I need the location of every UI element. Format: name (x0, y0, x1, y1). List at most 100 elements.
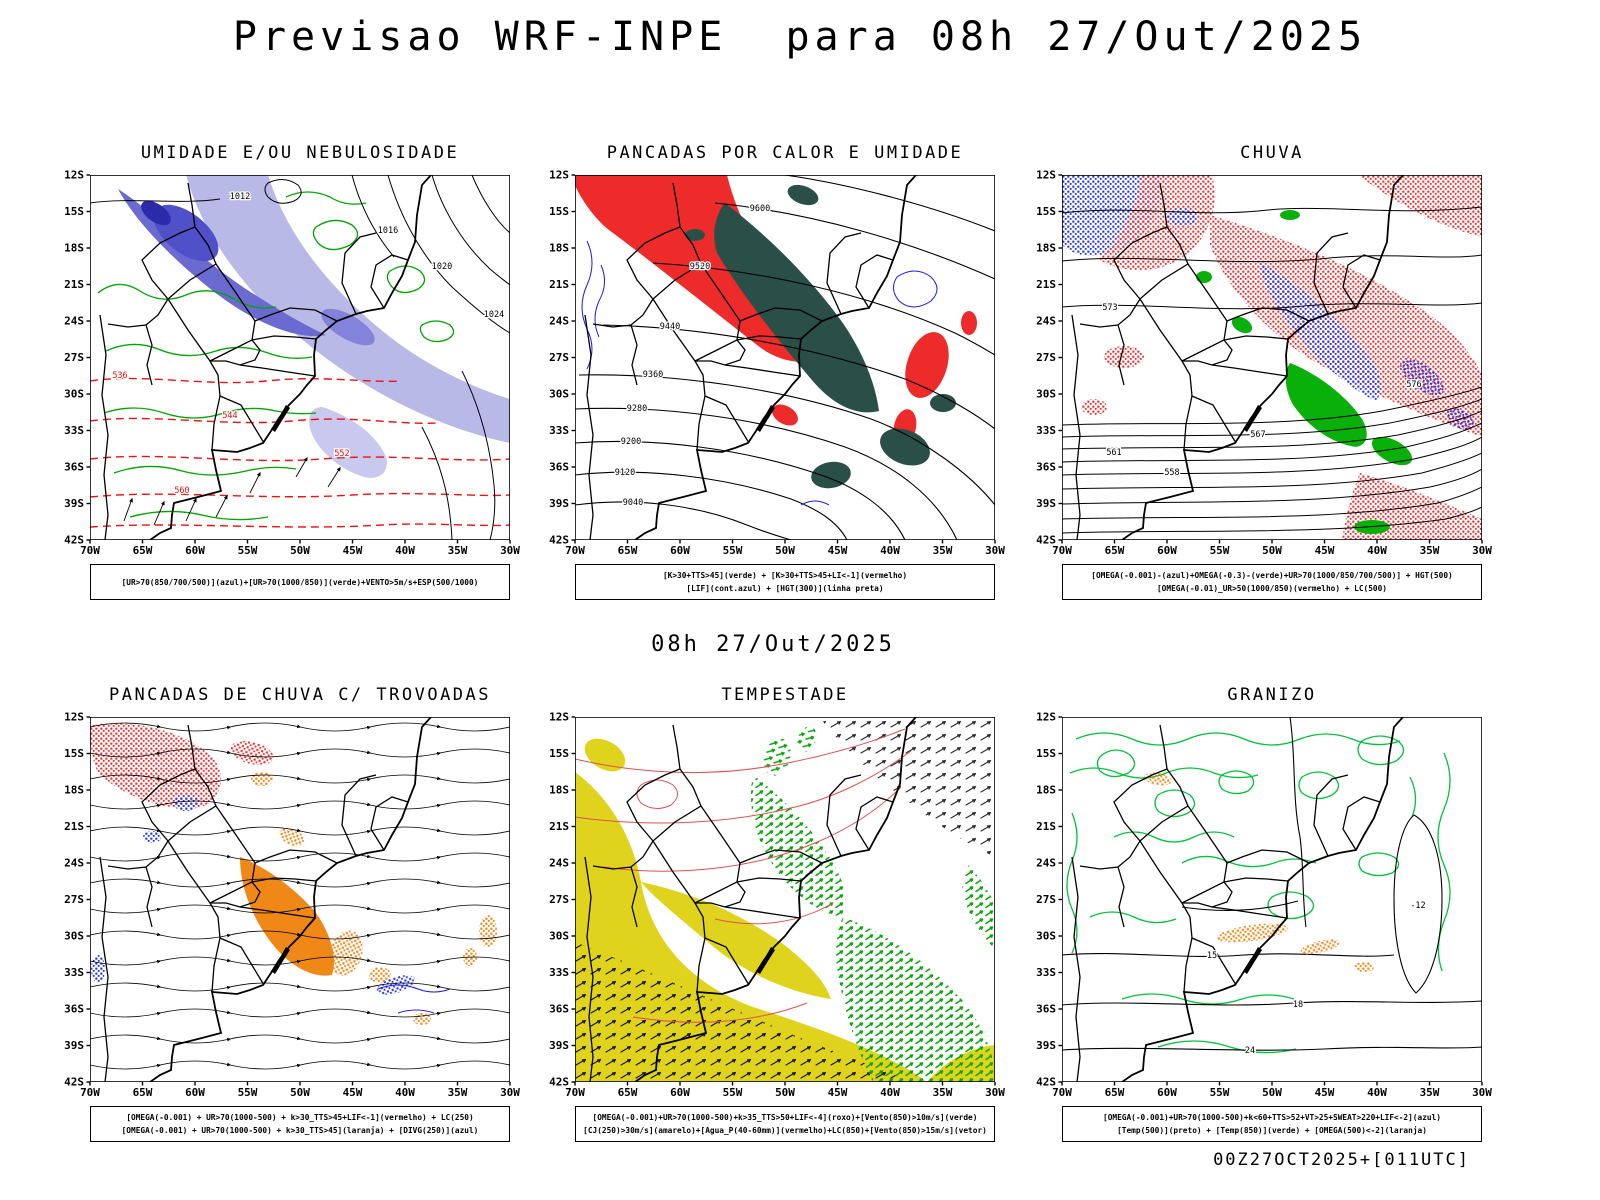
legend-line: [OMEGA(-0.001)+UR>70(1000-500)+k<60+TTS>… (1103, 1113, 1441, 1122)
svg-text:18S: 18S (549, 242, 569, 255)
lon-axis: 70W 65W 60W 55W 50W 45W 40W 35W 30W (1052, 540, 1492, 557)
legend-box: [OMEGA(-0.001)+UR>70(1000-500)+k>35_TTS>… (575, 1106, 995, 1142)
green-humidity-contours (97, 191, 455, 521)
lon-axis: 70W 65W 60W 55W 50W 45W 40W 35W 30W (565, 1082, 1005, 1099)
svg-text:30S: 30S (1036, 388, 1056, 401)
legend-box: [UR>70(850/700/500)](azul)+[UR>70(1000/8… (90, 564, 510, 600)
svg-text:15S: 15S (64, 747, 84, 760)
svg-text:24S: 24S (1036, 315, 1056, 328)
svg-text:15S: 15S (64, 205, 84, 218)
map-tempestade: 12S 15S 18S 21S 24S 27S 30S 33S 36S 39S 42S 70W 65W… (549, 712, 1005, 1099)
svg-text:30S: 30S (64, 930, 84, 943)
svg-text:35W: 35W (933, 1086, 953, 1099)
svg-text:544: 544 (222, 411, 237, 421)
legend-line: [UR>70(850/700/500)](azul)+[UR>70(1000/8… (121, 577, 479, 587)
legend-line: [LIF](cont.azul) + [HGT(300)](linha pret… (686, 584, 884, 593)
lat-axis: 12S 15S 18S 21S 24S 27S 30S 33S 36S 39S 42S (1036, 712, 1062, 1089)
panel-granizo: GRANIZO (1022, 682, 1498, 1142)
contour-labels: 1012 1016 1020 1024 536 544 552 560 (111, 191, 505, 498)
svg-text:24S: 24S (64, 315, 84, 328)
svg-text:30W: 30W (500, 1086, 520, 1099)
svg-text:65W: 65W (1105, 544, 1125, 557)
panel-chuva: CHUVA (1022, 140, 1498, 600)
lon-axis: 70W 65W 60W 55W 50W 45W 40W 35W 30W (80, 540, 520, 557)
svg-text:9360: 9360 (643, 370, 663, 380)
svg-text:36S: 36S (64, 1003, 84, 1016)
svg-text:65W: 65W (618, 544, 638, 557)
lif-blue-contours (581, 240, 938, 506)
svg-text:35W: 35W (933, 544, 953, 557)
svg-text:60W: 60W (670, 544, 690, 557)
legend-line: [K>30+TTS>45](verde) + [K>30+TTS>45+LI<-… (662, 571, 908, 580)
panel-title: UMIDADE E/OU NEBULOSIDADE (140, 143, 460, 163)
lon-axis: 70W 65W 60W 55W 50W 45W 40W 35W 30W (80, 1082, 520, 1099)
svg-text:21S: 21S (549, 278, 569, 291)
svg-text:536: 536 (112, 371, 127, 381)
rain-shading (1062, 175, 1482, 540)
svg-text:15S: 15S (549, 205, 569, 218)
svg-text:30W: 30W (985, 544, 1005, 557)
legend-box: [OMEGA(-0.001)+UR>70(1000-500)+k<60+TTS>… (1062, 1106, 1482, 1142)
map-chuva: 573 576 567 558 561 12S 15S 18S 21S 24S 27S 30… (1036, 170, 1492, 557)
svg-text:39S: 39S (549, 1039, 569, 1052)
legend-line: [OMEGA(-0.001) + UR>70(1000-500) + k>30_… (126, 1113, 474, 1122)
lat-axis: 12S 15S 18S 21S 24S 27S 30S 33S 36S 39S 42S (1036, 170, 1062, 547)
svg-text:18S: 18S (64, 784, 84, 797)
svg-text:15: 15 (1207, 951, 1217, 961)
wind-arrows (123, 456, 341, 526)
humidity-shading (118, 175, 510, 478)
svg-text:15S: 15S (1036, 747, 1056, 760)
svg-text:33S: 33S (64, 424, 84, 437)
svg-text:27S: 27S (64, 893, 84, 906)
svg-text:18S: 18S (1036, 242, 1056, 255)
svg-text:60W: 60W (1157, 544, 1177, 557)
svg-text:39S: 39S (549, 497, 569, 510)
page-title: Previsao WRF-INPE para 08h 27/Out/2025 (232, 14, 1368, 60)
green-hail-contours (1066, 732, 1451, 1054)
svg-text:70W: 70W (80, 544, 100, 557)
svg-text:30W: 30W (985, 1086, 1005, 1099)
svg-text:45W: 45W (343, 544, 363, 557)
map-umidade: 1012 1016 1020 1024 536 544 552 560 12S 1… (64, 170, 520, 557)
svg-text:21S: 21S (64, 820, 84, 833)
svg-text:36S: 36S (1036, 1003, 1056, 1016)
svg-text:30W: 30W (1472, 544, 1492, 557)
contour-labels: 9600 9520 9440 9360 9280 9200 9120 9040 (614, 203, 772, 510)
svg-text:60W: 60W (185, 544, 205, 557)
svg-text:36S: 36S (549, 461, 569, 474)
svg-text:36S: 36S (549, 1003, 569, 1016)
svg-text:70W: 70W (565, 1086, 585, 1099)
subtitle-datetime: 08h 27/Out/2025 (651, 632, 895, 657)
legend-line: [CJ(250)>30m/s](amarelo)+[Agua_P(40-60mm… (583, 1126, 987, 1135)
legend-line: [OMEGA(-0.001)-(azul)+OMEGA(-0.3)-(verde… (1091, 571, 1453, 580)
storm-shading (575, 717, 995, 1082)
svg-text:70W: 70W (1052, 1086, 1072, 1099)
svg-text:573: 573 (1102, 303, 1117, 313)
svg-text:9120: 9120 (615, 468, 635, 478)
svg-text:45W: 45W (1315, 544, 1335, 557)
svg-text:24S: 24S (64, 857, 84, 870)
panel-umidade-nebulosidade: UMIDADE E/OU NEBULOSIDADE (50, 140, 526, 600)
lon-axis: 70W 65W 60W 55W 50W 45W 40W 35W 30W (565, 540, 1005, 557)
svg-text:9600: 9600 (750, 204, 770, 214)
svg-text:576: 576 (1406, 380, 1421, 390)
svg-text:60W: 60W (1157, 1086, 1177, 1099)
svg-text:1012: 1012 (230, 192, 250, 202)
height-contours (1062, 206, 1482, 534)
legend-box: [K>30+TTS>45](verde) + [K>30+TTS>45+LI<-… (575, 564, 995, 600)
svg-text:12S: 12S (64, 170, 84, 182)
map-granizo: -12 15 18 24 12S 15S 18S 21S 24S 27S 30S 33S 36S… (1036, 712, 1492, 1099)
svg-text:45W: 45W (828, 1086, 848, 1099)
svg-text:9200: 9200 (621, 437, 641, 447)
svg-text:18S: 18S (1036, 784, 1056, 797)
contour-labels: 573 576 567 558 561 (1101, 302, 1423, 480)
svg-text:1016: 1016 (378, 226, 398, 236)
svg-text:33S: 33S (1036, 966, 1056, 979)
legend-box: [OMEGA(-0.001)-(azul)+OMEGA(-0.3)-(verde… (1062, 564, 1482, 600)
svg-text:9280: 9280 (627, 404, 647, 414)
map-pancadas-calor: 9600 9520 9440 9360 9280 9200 9120 9040 … (549, 170, 1005, 557)
svg-text:50W: 50W (1262, 544, 1282, 557)
svg-text:567: 567 (1250, 430, 1265, 440)
svg-text:65W: 65W (618, 1086, 638, 1099)
svg-text:45W: 45W (1315, 1086, 1335, 1099)
